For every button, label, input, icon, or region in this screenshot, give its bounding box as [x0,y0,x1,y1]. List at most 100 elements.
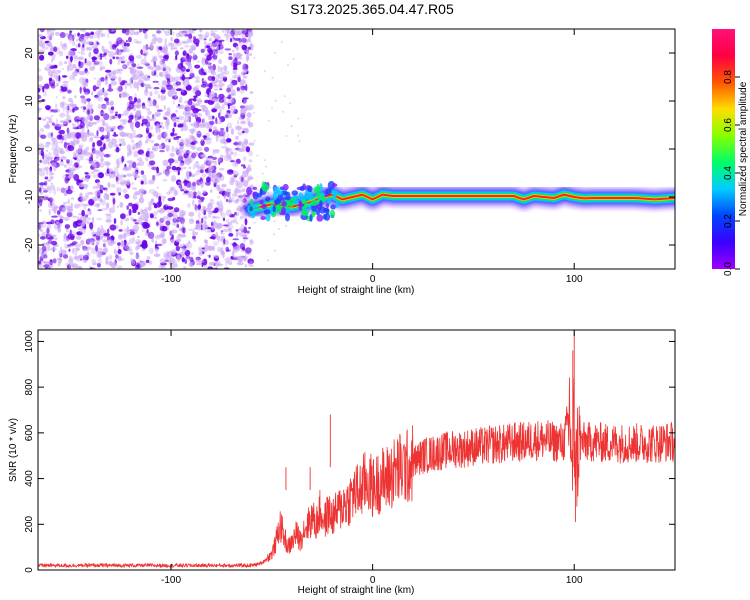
noise-speckle [205,110,208,116]
noise-speckle [110,126,116,131]
noise-speckle [245,84,248,92]
noise-speckle [102,92,109,96]
noise-speckle [227,94,232,100]
noise-speckle [122,49,128,53]
noise-speckle [142,242,147,249]
noise-speckle [233,151,238,157]
signal-band-blob [289,201,294,208]
noise-speckle [50,162,57,168]
noise-speckle [191,252,194,255]
noise-speckle [204,146,210,152]
noise-speckle [269,186,272,189]
noise-speckle [152,211,158,216]
noise-speckle [103,249,107,252]
noise-speckle [57,124,65,127]
noise-speckle [188,240,191,245]
noise-speckle [212,215,216,219]
noise-speckle [117,242,121,246]
noise-speckle [154,74,159,77]
noise-speckle [96,130,99,137]
noise-speckle [217,207,224,213]
noise-speckle [60,249,67,255]
noise-speckle [144,140,149,144]
noise-speckle [115,56,120,60]
noise-speckle [204,137,211,141]
noise-speckle [156,109,163,112]
noise-speckle [38,84,43,88]
noise-speckle [126,60,130,66]
noise-speckle [68,248,71,252]
noise-speckle [75,247,80,251]
noise-speckle [227,198,233,204]
noise-speckle [144,32,148,40]
noise-speckle [99,126,105,133]
noise-speckle [195,124,198,128]
colorbar-tick-label: 0.6 [723,118,734,132]
noise-speckle [134,262,141,269]
noise-speckle [221,145,228,149]
noise-speckle [93,196,99,200]
noise-speckle [186,38,193,43]
noise-speckle [50,46,54,53]
noise-speckle [193,227,199,230]
noise-speckle [212,221,215,225]
signal-band-blob [265,213,271,222]
noise-speckle [115,254,119,259]
noise-speckle [116,171,120,178]
noise-speckle [111,43,117,50]
noise-speckle [95,241,100,246]
snr-y-axis-label: SNR (10 * v/v) [8,418,19,482]
noise-speckle [192,230,195,233]
noise-speckle [172,262,175,269]
noise-speckle [193,76,197,79]
noise-speckle [165,171,170,178]
noise-speckle [223,65,228,72]
noise-speckle [168,139,171,143]
noise-speckle [196,195,201,199]
noise-speckle [132,146,136,150]
noise-speckle [235,158,241,164]
noise-speckle [78,38,82,44]
noise-speckle [38,170,46,177]
noise-speckle [121,29,127,34]
noise-speckle [142,75,146,81]
noise-speckle [147,78,151,82]
noise-speckle [236,244,241,251]
noise-speckle [67,198,70,204]
noise-speckle [57,261,62,267]
noise-speckle [67,89,72,94]
noise-speckle [78,70,86,76]
noise-speckle [235,125,243,131]
noise-speckle [61,156,66,159]
noise-speckle [191,113,198,116]
noise-speckle [146,150,150,158]
noise-speckle [170,175,177,182]
noise-speckle [111,76,118,80]
noise-speckle [180,76,186,81]
noise-speckle [166,206,174,210]
noise-speckle [72,126,77,130]
noise-speckle [66,142,70,145]
noise-speckle [137,217,143,225]
noise-speckle [228,228,233,234]
signal-band-blob [263,209,271,215]
noise-speckle [208,128,212,133]
noise-speckle [105,256,109,260]
noise-speckle [47,41,52,48]
noise-speckle [188,116,192,123]
noise-speckle [100,111,106,115]
noise-speckle [45,67,51,72]
noise-speckle [142,29,147,34]
noise-speckle [213,262,216,266]
noise-speckle [60,85,64,89]
noise-speckle [38,163,41,166]
noise-speckle [41,41,45,50]
noise-speckle [156,45,159,53]
signal-band-blob [310,202,318,207]
noise-speckle [239,82,243,88]
noise-speckle [108,141,114,149]
noise-speckle [131,139,135,143]
noise-speckle [245,117,251,122]
signal-band-blob [311,199,318,204]
signal-band-blob [307,185,313,193]
